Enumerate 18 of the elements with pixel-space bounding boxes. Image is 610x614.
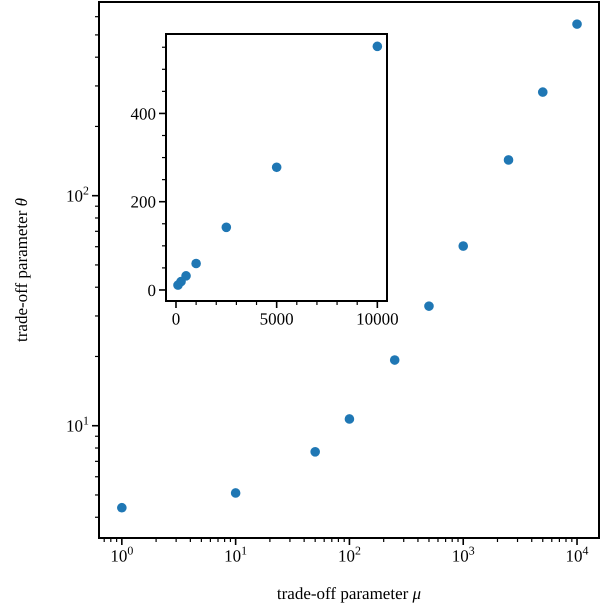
x-tick-label: 0 [172, 310, 180, 329]
y-tick-label: 0 [148, 280, 156, 300]
x-tick-label: 10000 [356, 310, 399, 329]
x-tick-label: 5000 [260, 310, 294, 329]
point [191, 258, 201, 268]
x-tick-label: 10$^{2}$ [338, 544, 361, 566]
x-tick-label: 10$^{1}$ [224, 544, 248, 566]
point [272, 162, 282, 172]
y-tick-label: 400 [130, 104, 156, 124]
point [372, 42, 382, 52]
x-axis-title: trade-off parameter μ [276, 584, 422, 603]
y-tick-label: 200 [130, 192, 156, 212]
y-axis-title: trade-off parameter θ [12, 198, 31, 342]
point [222, 222, 232, 232]
point [181, 271, 191, 281]
x-tick-label: 10$^{3}$ [452, 544, 475, 566]
x-tick-label: 10$^{0}$ [110, 544, 134, 566]
x-tick-label: 10$^{4}$ [566, 544, 589, 566]
